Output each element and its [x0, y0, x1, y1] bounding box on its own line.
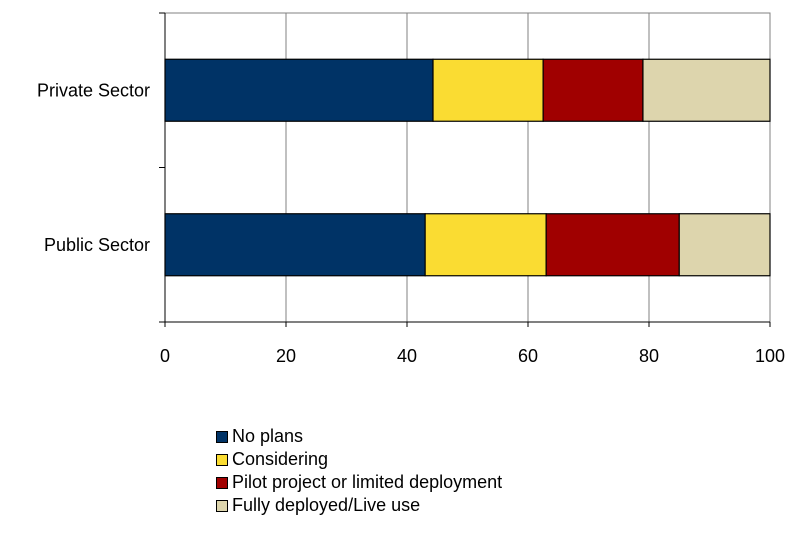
legend-label: Considering: [232, 449, 329, 469]
legend-item: Pilot project or limited deployment: [216, 471, 502, 494]
x-tick-label: 20: [276, 346, 296, 366]
bar-segment: [678, 213, 771, 277]
legend-label: No plans: [232, 426, 304, 446]
bar-segment: [164, 213, 426, 277]
legend-item: Fully deployed/Live use: [216, 494, 502, 517]
bar-segment: [424, 213, 547, 277]
legend-swatch: [216, 453, 228, 466]
x-tick-label: 40: [397, 346, 417, 366]
legend-item: No plans: [216, 425, 502, 448]
bar-segment: [545, 213, 680, 277]
legend: No plans Considering Pilot project or limi…: [216, 425, 502, 517]
legend-label: Pilot project or limited deployment: [232, 472, 503, 492]
legend-swatch: [216, 430, 228, 443]
bar-segment: [432, 58, 544, 122]
bar-segment: [164, 58, 434, 122]
category-labels: Private Sector Public Sector: [37, 80, 150, 255]
bars: [164, 58, 771, 277]
category-label: Private Sector: [37, 80, 150, 100]
bar-segment: [542, 58, 644, 122]
x-tick-label: 0: [160, 346, 170, 366]
x-tick-label: 60: [518, 346, 538, 366]
category-label: Public Sector: [44, 235, 150, 255]
legend-swatch: [216, 476, 228, 489]
x-tick-label: 100: [755, 346, 785, 366]
legend-item: Considering: [216, 448, 502, 471]
legend-label: Fully deployed/Live use: [232, 495, 421, 515]
x-tick-labels: 0 20 40 60 80 100: [160, 346, 785, 366]
x-tick-label: 80: [639, 346, 659, 366]
legend-swatch: [216, 499, 228, 512]
bar-segment: [642, 58, 771, 122]
stacked-bar-chart: Private Sector Public Sector 0 20 40 60 80 100: [37, 12, 785, 366]
